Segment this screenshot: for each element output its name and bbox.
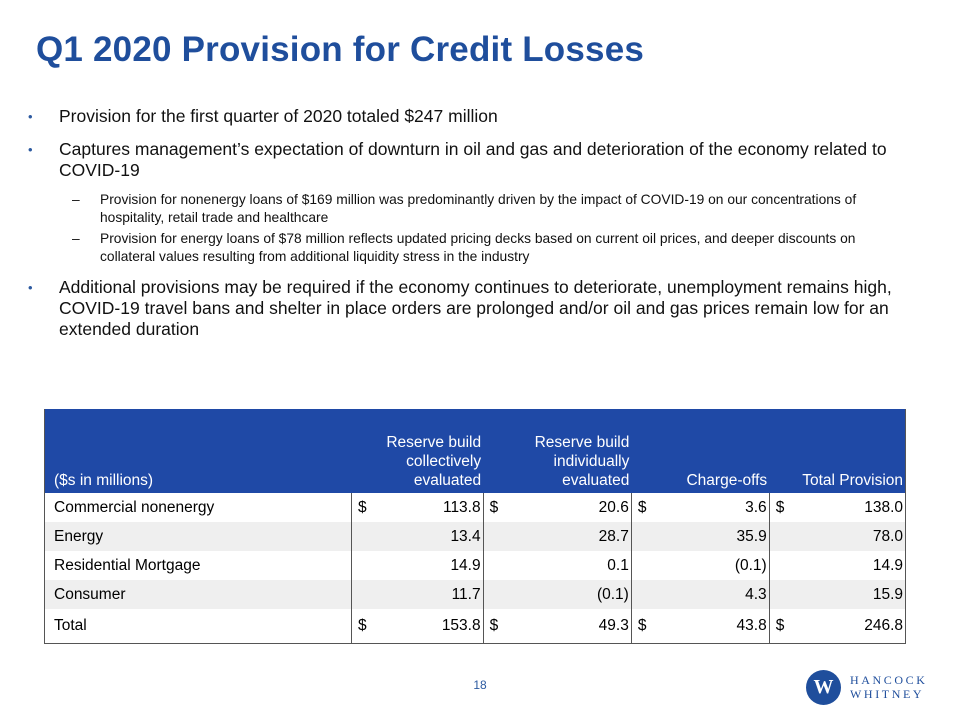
currency-symbol xyxy=(352,551,389,580)
sub-bullet-item: – Provision for energy loans of $78 mill… xyxy=(28,230,908,265)
value-cell: 49.3 xyxy=(519,609,632,644)
table-row: Commercial nonenergy $ 113.8 $ 20.6 $ 3.… xyxy=(44,493,906,522)
bullet-item: • Provision for the first quarter of 202… xyxy=(28,106,908,127)
currency-symbol xyxy=(769,551,806,580)
value-cell: 43.8 xyxy=(667,609,770,644)
logo-mark-icon: W xyxy=(806,670,841,705)
page-title: Q1 2020 Provision for Credit Losses xyxy=(36,30,645,69)
value-cell: 14.9 xyxy=(805,551,906,580)
value-cell: 4.3 xyxy=(667,580,770,609)
currency-symbol: $ xyxy=(637,498,647,516)
currency-symbol xyxy=(483,551,520,580)
bullet-dot-icon: • xyxy=(28,280,33,295)
value-cell: 28.7 xyxy=(519,522,632,551)
currency-symbol xyxy=(483,522,520,551)
currency-symbol xyxy=(769,522,806,551)
header-cell: Reserve build individually evaluated xyxy=(534,434,630,489)
row-label: Consumer xyxy=(44,580,352,609)
value-cell: 13.4 xyxy=(388,522,484,551)
currency-symbol: $ xyxy=(775,617,785,634)
currency-symbol xyxy=(483,580,520,609)
currency-symbol: $ xyxy=(358,498,367,516)
row-label: Total xyxy=(44,609,352,644)
row-label: Commercial nonenergy xyxy=(44,493,352,522)
table-header-row: ($s in millions) Reserve build collectiv… xyxy=(44,409,906,493)
bullet-item: • Additional provisions may be required … xyxy=(28,277,908,340)
bullet-dot-icon: • xyxy=(28,109,33,124)
value-cell: 35.9 xyxy=(667,522,770,551)
currency-symbol xyxy=(352,580,389,609)
row-label: Energy xyxy=(44,522,352,551)
bullet-list: • Provision for the first quarter of 202… xyxy=(28,106,908,352)
row-label: Residential Mortgage xyxy=(44,551,352,580)
currency-symbol: $ xyxy=(637,617,647,634)
value-cell: 0.1 xyxy=(519,551,632,580)
table-row: Energy 13.4 28.7 35.9 78.0 xyxy=(44,522,906,551)
value-cell: 20.6 xyxy=(519,493,632,522)
currency-symbol xyxy=(769,580,806,609)
sub-bullet-item: – Provision for nonenergy loans of $169 … xyxy=(28,191,908,226)
provision-table-container: ($s in millions) Reserve build collectiv… xyxy=(44,409,906,644)
logo-line-2: WHITNEY xyxy=(850,687,925,701)
value-cell: (0.1) xyxy=(667,551,770,580)
currency-symbol: $ xyxy=(358,617,367,634)
table-row: Residential Mortgage 14.9 0.1 (0.1) 14.9 xyxy=(44,551,906,580)
bullet-text: Captures management’s expectation of dow… xyxy=(59,139,887,180)
value-cell: 138.0 xyxy=(805,493,906,522)
provision-table: ($s in millions) Reserve build collectiv… xyxy=(44,409,906,644)
value-cell: 11.7 xyxy=(388,580,484,609)
page-number: 18 xyxy=(473,678,487,692)
bullet-text: Provision for the first quarter of 2020 … xyxy=(59,106,498,126)
sub-bullet-text: Provision for energy loans of $78 millio… xyxy=(100,231,856,264)
dash-icon: – xyxy=(72,192,80,207)
sub-bullet-text: Provision for nonenergy loans of $169 mi… xyxy=(100,192,857,225)
value-cell: 78.0 xyxy=(805,522,906,551)
logo-line-1: HANCOCK xyxy=(850,673,928,687)
currency-symbol xyxy=(631,522,668,551)
bullet-text: Additional provisions may be required if… xyxy=(59,277,892,339)
table-row-total: Total $ 153.8 $ 49.3 $ 43.8 $ 246.8 xyxy=(44,609,906,644)
value-cell: 3.6 xyxy=(667,493,770,522)
table-row: Consumer 11.7 (0.1) 4.3 15.9 xyxy=(44,580,906,609)
sub-bullet-list: – Provision for nonenergy loans of $169 … xyxy=(28,191,908,265)
currency-symbol: $ xyxy=(489,617,499,634)
bullet-dot-icon: • xyxy=(28,142,33,157)
currency-symbol xyxy=(352,522,389,551)
value-cell: 14.9 xyxy=(388,551,484,580)
dash-icon: – xyxy=(72,231,80,246)
currency-symbol: $ xyxy=(489,498,499,516)
value-cell: 113.8 xyxy=(388,493,484,522)
currency-symbol: $ xyxy=(775,498,785,516)
currency-symbol xyxy=(631,580,668,609)
header-cell: Charge-offs xyxy=(686,472,768,489)
value-cell: 153.8 xyxy=(388,609,484,644)
header-cell: Total Provision xyxy=(802,472,903,489)
header-cell: ($s in millions) xyxy=(54,472,154,489)
value-cell: 15.9 xyxy=(805,580,906,609)
header-cell: Reserve build collectively evaluated xyxy=(386,434,482,489)
logo-wordmark: HANCOCK WHITNEY xyxy=(850,673,928,701)
value-cell: 246.8 xyxy=(805,609,906,644)
bullet-item: • Captures management’s expectation of d… xyxy=(28,139,908,181)
currency-symbol xyxy=(631,551,668,580)
value-cell: (0.1) xyxy=(519,580,632,609)
hancock-whitney-logo: W HANCOCK WHITNEY xyxy=(806,670,936,710)
